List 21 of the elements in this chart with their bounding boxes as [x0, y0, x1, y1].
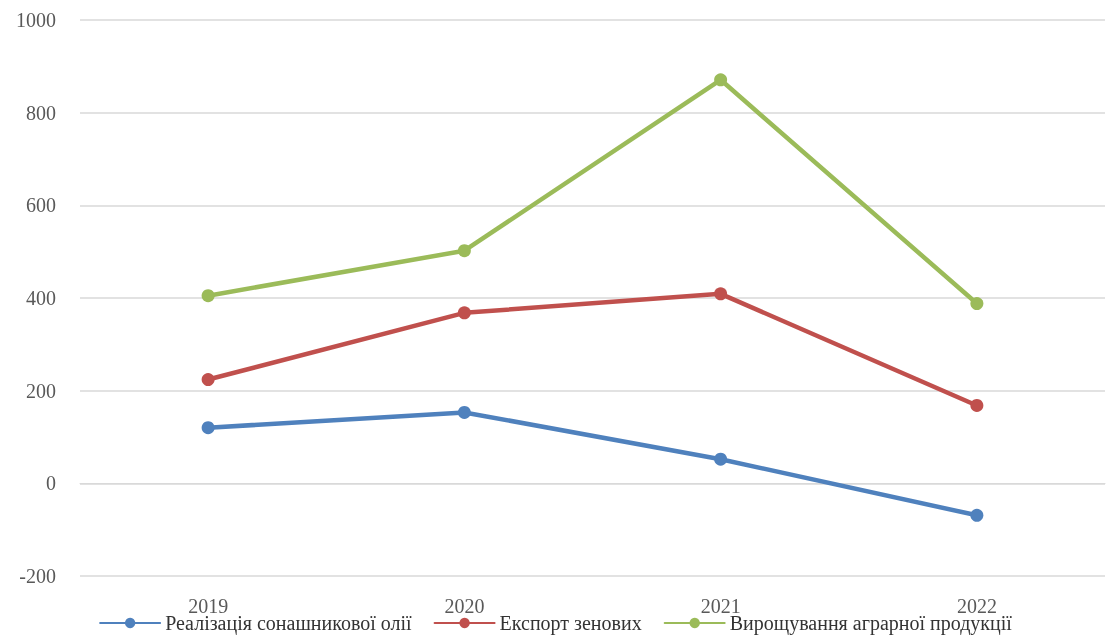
- x-tick-label: 2020: [444, 595, 485, 617]
- y-tick-label: -200: [19, 565, 56, 587]
- point: [714, 287, 728, 301]
- point: [970, 297, 984, 311]
- point: [201, 373, 215, 387]
- y-tick-label: 1000: [16, 9, 56, 31]
- point: [970, 508, 984, 522]
- point: [970, 399, 984, 412]
- y-tick-label: 800: [26, 101, 56, 124]
- y-tick-label: 400: [26, 287, 56, 309]
- y-tick-label: 600: [26, 194, 56, 217]
- point: [201, 421, 215, 435]
- point: [457, 306, 471, 320]
- point: [457, 244, 471, 258]
- point: [714, 452, 728, 466]
- y-tick-label: 200: [26, 379, 56, 402]
- legend-label: Експорт зенових: [499, 612, 642, 635]
- point: [201, 289, 215, 303]
- point: [714, 73, 728, 87]
- y-tick-label: 0: [46, 472, 56, 495]
- point: [457, 405, 471, 419]
